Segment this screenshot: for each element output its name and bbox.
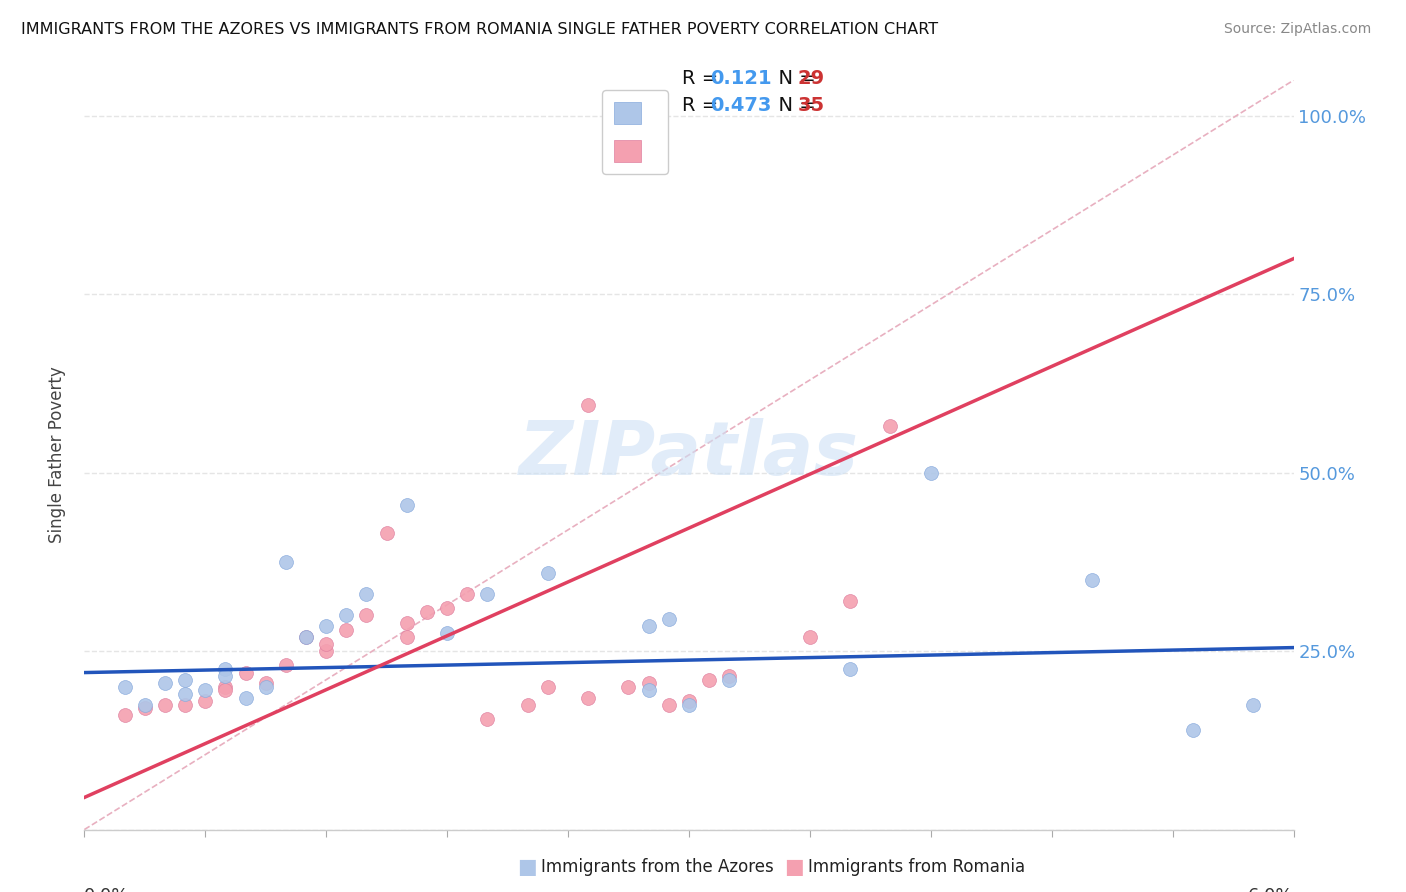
Point (436, 601, 458, 615)
Point (274, 555, 297, 569)
Point (395, 615, 418, 630)
Text: ZIPatlas: ZIPatlas (519, 418, 859, 491)
Point (416, 605, 439, 619)
Point (114, 680, 136, 694)
Point (375, 526, 398, 541)
Point (436, 626, 458, 640)
Legend: , : , (602, 90, 668, 174)
Point (235, 665, 257, 680)
Text: 35: 35 (797, 95, 824, 115)
Text: 0.473: 0.473 (710, 95, 772, 115)
Point (315, 637, 337, 651)
Point (335, 623, 357, 637)
Point (254, 676, 277, 690)
Point (1181, 723, 1204, 737)
Point (839, 594, 862, 608)
Point (576, 690, 599, 705)
Text: Immigrants from Romania: Immigrants from Romania (808, 858, 1025, 876)
Point (1081, 573, 1104, 587)
Point (920, 466, 942, 480)
Point (153, 676, 176, 690)
Point (637, 683, 659, 698)
Point (356, 608, 378, 623)
Point (658, 612, 681, 626)
Point (174, 687, 197, 701)
Point (214, 669, 236, 683)
Point (395, 498, 418, 512)
Text: Source: ZipAtlas.com: Source: ZipAtlas.com (1223, 22, 1371, 37)
Point (235, 690, 257, 705)
Point (456, 587, 478, 601)
Text: 29: 29 (797, 69, 824, 88)
Point (879, 419, 901, 434)
Point (174, 698, 197, 712)
Point (576, 398, 599, 412)
Point (114, 708, 136, 723)
Text: N =: N = (766, 95, 823, 115)
Point (174, 673, 197, 687)
Point (718, 673, 741, 687)
Point (678, 694, 700, 708)
Point (718, 669, 741, 683)
Text: R =: R = (682, 69, 724, 88)
Point (134, 701, 156, 715)
Point (395, 630, 418, 644)
Point (295, 630, 318, 644)
Point (315, 644, 337, 658)
Point (799, 630, 821, 644)
Point (658, 698, 681, 712)
Point (356, 587, 378, 601)
Point (516, 698, 538, 712)
Point (134, 698, 156, 712)
Point (194, 683, 217, 698)
Point (477, 712, 499, 726)
Text: 0.121: 0.121 (710, 69, 772, 88)
Text: ■: ■ (517, 857, 537, 877)
Point (335, 608, 357, 623)
Point (214, 662, 236, 676)
Text: 0.0%: 0.0% (84, 887, 129, 892)
Text: N =: N = (766, 69, 823, 88)
Point (839, 662, 862, 676)
Y-axis label: Single Father Poverty: Single Father Poverty (48, 367, 66, 543)
Text: R =: R = (682, 95, 724, 115)
Text: Immigrants from the Azores: Immigrants from the Azores (541, 858, 775, 876)
Point (637, 676, 659, 690)
Point (678, 698, 700, 712)
Point (477, 587, 499, 601)
Point (214, 683, 236, 698)
Text: 6.0%: 6.0% (1249, 887, 1294, 892)
Point (617, 680, 640, 694)
Point (274, 658, 297, 673)
Point (254, 680, 277, 694)
Point (537, 566, 560, 580)
Point (194, 694, 217, 708)
Point (697, 673, 720, 687)
Point (214, 680, 236, 694)
Point (537, 680, 560, 694)
Point (153, 698, 176, 712)
Point (1241, 698, 1264, 712)
Point (295, 630, 318, 644)
Text: IMMIGRANTS FROM THE AZORES VS IMMIGRANTS FROM ROMANIA SINGLE FATHER POVERTY CORR: IMMIGRANTS FROM THE AZORES VS IMMIGRANTS… (21, 22, 938, 37)
Text: ■: ■ (785, 857, 804, 877)
Point (637, 619, 659, 633)
Point (315, 619, 337, 633)
